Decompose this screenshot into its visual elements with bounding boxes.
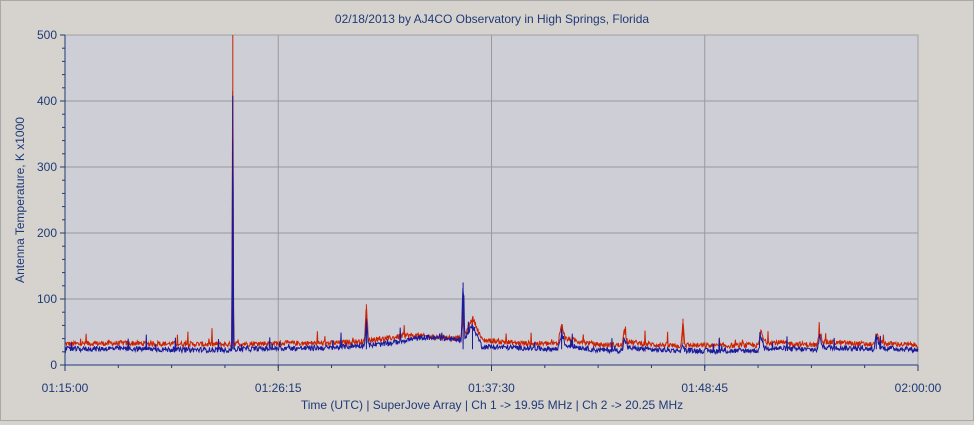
x-axis-tick-labels: 01:15:00 01:26:15 01:37:30 01:48:45 02:00:00	[42, 381, 942, 395]
grid-lines	[65, 35, 918, 365]
series-layer	[64, 35, 919, 356]
y-axis-tick-labels: 0 100 200 300 400 500	[37, 28, 57, 372]
chart-title: 02/18/2013 by AJ4CO Observatory in High …	[335, 12, 649, 26]
x-tick-label: 02:00:00	[895, 381, 942, 395]
x-tick-label: 01:37:30	[468, 381, 515, 395]
x-tick-label: 01:15:00	[42, 381, 89, 395]
x-axis-label: Time (UTC) | SuperJove Array | Ch 1 -> 1…	[301, 398, 683, 412]
y-axis-label: Antenna Temperature, K x1000	[13, 117, 27, 283]
y-tick-label: 0	[50, 358, 57, 372]
y-tick-label: 200	[37, 226, 57, 240]
y-tick-label: 400	[37, 94, 57, 108]
axes	[60, 34, 919, 371]
plot-area	[60, 34, 919, 371]
series-2-line	[64, 95, 919, 356]
y-tick-label: 300	[37, 160, 57, 174]
x-tick-label: 01:26:15	[255, 381, 302, 395]
x-tick-label: 01:48:45	[681, 381, 728, 395]
y-tick-label: 500	[37, 28, 57, 42]
y-tick-label: 100	[37, 292, 57, 306]
